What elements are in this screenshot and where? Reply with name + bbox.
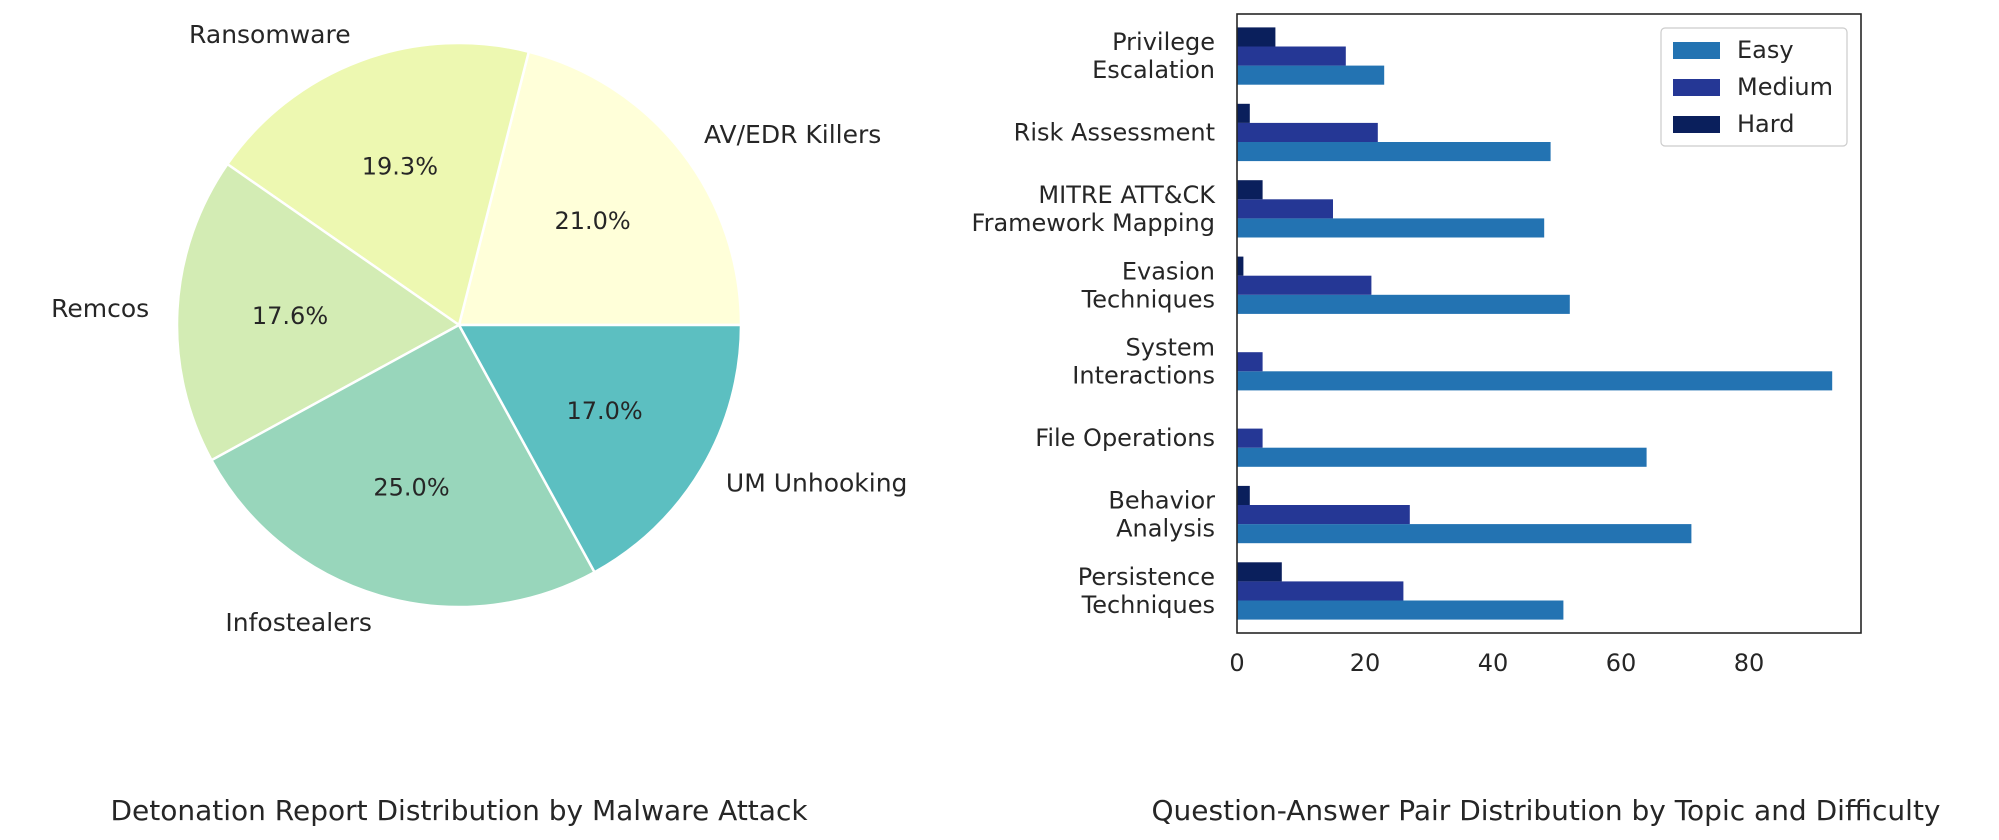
legend-swatch-hard xyxy=(1673,116,1720,133)
pie-slice-remcos xyxy=(175,162,462,462)
y-tick-label-system-interactions: System Interactions xyxy=(1072,334,1215,390)
y-tick-label-line: Framework Mapping xyxy=(972,209,1215,237)
y-tick-label-line: Privilege xyxy=(1112,28,1215,56)
bar-file-operations-easy xyxy=(1237,447,1647,467)
x-tick-label-0: 0 xyxy=(1229,649,1244,677)
pie-slice-av-edr-killers xyxy=(457,50,743,327)
y-tick-label-line: Interactions xyxy=(1072,362,1215,390)
pie-label-infostealers: Infostealers xyxy=(225,608,371,637)
pie-label-av-edr-killers: AV/EDR Killers xyxy=(704,120,881,149)
bar-persistence-techniques-medium xyxy=(1237,581,1404,601)
bar-chart-title: Question-Answer Pair Distribution by Top… xyxy=(1151,794,1940,827)
y-tick-label-line: Risk Assessment xyxy=(1014,119,1215,147)
legend-swatch-medium xyxy=(1673,79,1720,96)
pie-pct-label-remcos: 17.6% xyxy=(252,302,328,330)
legend-label-hard: Hard xyxy=(1737,110,1794,138)
pie-chart: 21.0% AV/EDR Killers 19.3% Ransomware 17.6% R… xyxy=(51,20,907,637)
x-tick-label-40: 40 xyxy=(1478,649,1509,677)
bar-mitre-att-ck-framework-mapping-easy xyxy=(1237,218,1545,238)
pie-pct-label-infostealers: 25.0% xyxy=(373,473,449,501)
y-tick-label-line: Techniques xyxy=(1081,285,1215,313)
bar-evasion-techniques-hard xyxy=(1237,256,1244,276)
y-tick-label-line: Behavior xyxy=(1108,487,1215,515)
pie-label-remcos: Remcos xyxy=(51,294,149,323)
pie-slice-infostealers xyxy=(209,323,597,609)
bar-file-operations-medium xyxy=(1237,428,1263,448)
bar-behavior-analysis-easy xyxy=(1237,524,1692,544)
y-tick-label-line: Persistence xyxy=(1078,563,1215,591)
bar-chart-axes-frame xyxy=(1236,13,1862,634)
y-tick-label-line: Escalation xyxy=(1092,56,1215,84)
pie-slice-um-unhooking xyxy=(456,323,743,574)
bar-privilege-escalation-hard xyxy=(1237,27,1276,47)
y-tick-label-behavior-analysis: Behavior Analysis xyxy=(1108,487,1215,543)
bar-risk-assessment-medium xyxy=(1237,122,1378,142)
y-tick-label-risk-assessment: Risk Assessment xyxy=(1014,119,1215,147)
y-tick-label-privilege-escalation: Privilege Escalation xyxy=(1092,28,1215,84)
bar-system-interactions-easy xyxy=(1237,371,1833,391)
y-tick-label-line: Techniques xyxy=(1081,591,1215,619)
pie-pct-label-av-edr-killers: 21.0% xyxy=(554,207,630,235)
y-tick-label-persistence-techniques: Persistence Techniques xyxy=(1078,563,1215,619)
pie-slice-ransomware xyxy=(225,41,531,328)
legend-swatch-easy xyxy=(1673,42,1720,59)
bar-behavior-analysis-medium xyxy=(1237,505,1410,525)
pie-chart-title: Detonation Report Distribution by Malwar… xyxy=(110,794,808,827)
x-tick-label-80: 80 xyxy=(1734,649,1765,677)
pie-pct-label-ransomware: 19.3% xyxy=(362,153,438,181)
pie-label-um-unhooking: UM Unhooking xyxy=(726,469,908,498)
y-tick-label-line: MITRE ATT&CK xyxy=(1038,181,1216,209)
bar-system-interactions-medium xyxy=(1237,352,1263,372)
y-tick-label-line: File Operations xyxy=(1035,424,1215,452)
y-tick-label-line: System xyxy=(1126,334,1216,362)
x-tick-label-20: 20 xyxy=(1350,649,1381,677)
bar-privilege-escalation-medium xyxy=(1237,46,1346,66)
y-tick-label-mitre-att-ck-framework-mapping: MITRE ATT&CK Framework Mapping xyxy=(972,181,1217,237)
bar-persistence-techniques-easy xyxy=(1237,600,1564,620)
y-tick-label-file-operations: File Operations xyxy=(1035,424,1215,452)
bar-behavior-analysis-hard xyxy=(1237,485,1250,505)
bar-chart: Privilege Escalation Risk Assessment MITRE … xyxy=(972,13,1862,677)
x-tick-label-60: 60 xyxy=(1606,649,1637,677)
legend-label-easy: Easy xyxy=(1737,36,1794,64)
bar-mitre-att-ck-framework-mapping-hard xyxy=(1237,180,1263,200)
pie-pct-label-um-unhooking: 17.0% xyxy=(566,397,642,425)
legend-label-medium: Medium xyxy=(1737,73,1833,101)
bar-risk-assessment-easy xyxy=(1237,142,1551,162)
pie-label-ransomware: Ransomware xyxy=(189,20,351,49)
bar-mitre-att-ck-framework-mapping-medium xyxy=(1237,199,1333,219)
bar-privilege-escalation-easy xyxy=(1237,65,1385,85)
bar-evasion-techniques-easy xyxy=(1237,294,1570,314)
y-tick-label-line: Evasion xyxy=(1122,257,1215,285)
bar-persistence-techniques-hard xyxy=(1237,562,1282,582)
bar-evasion-techniques-medium xyxy=(1237,275,1372,295)
y-tick-label-line: Analysis xyxy=(1116,515,1215,543)
y-tick-label-evasion-techniques: Evasion Techniques xyxy=(1081,257,1215,313)
bar-risk-assessment-hard xyxy=(1237,103,1250,123)
